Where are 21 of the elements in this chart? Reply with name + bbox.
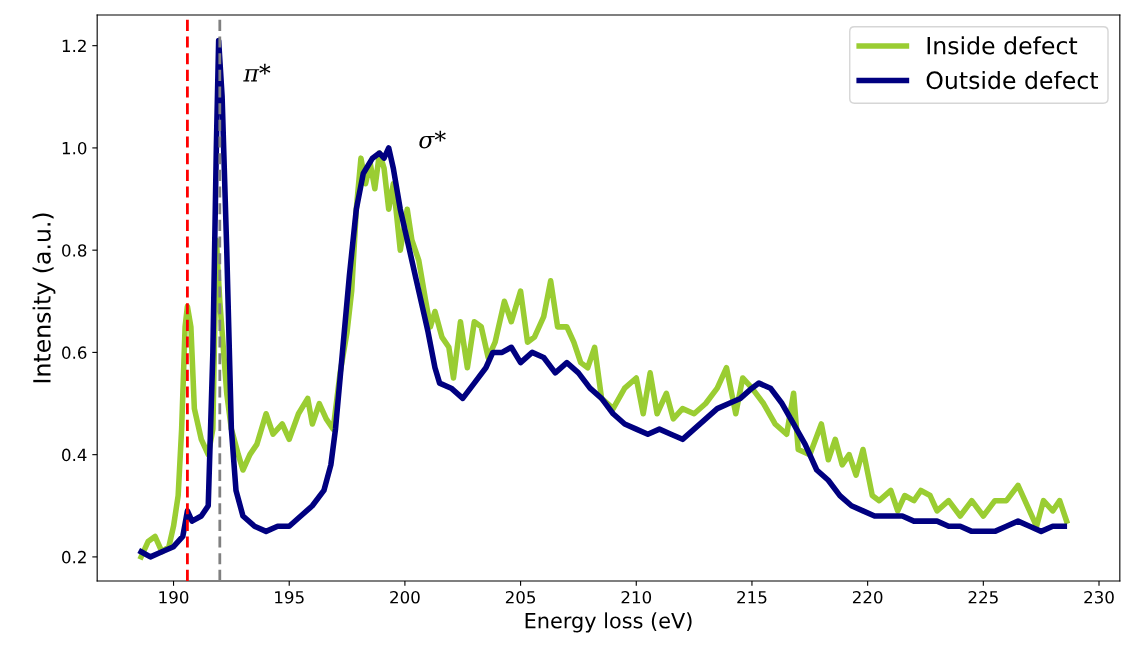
y-tick-label: 1.0	[62, 141, 87, 155]
y-tick-label: 0.4	[62, 448, 87, 462]
annotation: σ*	[419, 130, 446, 149]
x-axis-title: Energy loss (eV)	[525, 612, 692, 633]
legend-label: Outside defect	[926, 70, 1099, 90]
x-tick-label: 225	[968, 590, 998, 604]
y-tick-label: 1.2	[62, 39, 86, 52]
annotation: π*	[243, 63, 271, 82]
x-tick-label: 190	[159, 590, 189, 604]
y-axis-title: Intensity (a.u.)	[32, 213, 56, 383]
y-tick-label: 0.2	[62, 550, 86, 564]
y-tick-label: 0.8	[62, 244, 87, 257]
x-tick-label: 215	[737, 590, 767, 604]
x-tick-label: 205	[505, 590, 536, 604]
x-tick-label: 200	[390, 590, 420, 604]
x-tick-label: 230	[1084, 590, 1114, 604]
x-tick-label: 195	[275, 590, 304, 604]
legend-label: Inside defect	[927, 36, 1078, 55]
x-tick-label: 210	[621, 590, 652, 604]
y-tick-label: 0.6	[62, 346, 87, 359]
x-tick-label: 220	[852, 590, 883, 604]
